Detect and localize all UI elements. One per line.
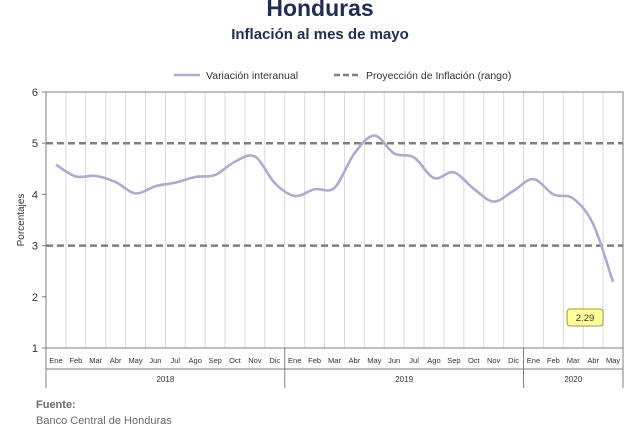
- callout-value: 2.29: [576, 313, 595, 324]
- x-tick-label: Feb: [547, 356, 560, 365]
- x-tick-label: Mar: [89, 356, 102, 365]
- x-tick-label: May: [606, 356, 620, 365]
- x-tick-labels: Ene Feb Mar Abr May Jun Jul Ago Sep Oct Nov Dic Ene F…: [49, 356, 620, 365]
- value-callout: 2.29: [567, 309, 603, 326]
- x-tick-label: Mar: [328, 356, 341, 365]
- y-axis-label: Porcentajes: [16, 194, 27, 247]
- x-tick-label: Ene: [49, 356, 62, 365]
- x-tick-label: Nov: [487, 356, 501, 365]
- x-tick-label: Jun: [388, 356, 400, 365]
- y-tick-label: 6: [32, 87, 38, 99]
- x-tick-label: Abr: [110, 356, 122, 365]
- x-tick-label: Dic: [508, 356, 519, 365]
- x-tick-label: Feb: [69, 356, 82, 365]
- x-tick-label: Mar: [567, 356, 580, 365]
- series-path-variacion: [56, 136, 613, 282]
- year-label: 2019: [395, 375, 413, 384]
- source-label: Fuente:: [36, 399, 76, 411]
- x-tick-label: Ago: [189, 356, 202, 365]
- x-tick-label: May: [128, 356, 142, 365]
- x-tick-label: Sep: [447, 356, 460, 365]
- x-tick-label: Nov: [248, 356, 262, 365]
- year-labels: 2018 2019 2020: [46, 348, 623, 388]
- x-tick-label: Ene: [288, 356, 301, 365]
- y-tick-label: 5: [32, 138, 38, 150]
- year-label: 2018: [156, 375, 174, 384]
- chart-subtitle: Inflación al mes de mayo: [0, 26, 640, 43]
- x-tick-label: Abr: [587, 356, 599, 365]
- grid-lines: [66, 92, 603, 348]
- x-tick-label: Abr: [349, 356, 361, 365]
- projection-band: [46, 143, 623, 245]
- x-tick-label: Oct: [229, 356, 242, 365]
- y-tick-label: 3: [32, 241, 38, 253]
- y-tick-label: 1: [32, 343, 38, 355]
- x-tick-label: Jun: [149, 356, 161, 365]
- plot-frame: [46, 92, 623, 348]
- x-tick-label: Jul: [409, 356, 419, 365]
- source-text: Banco Central de Honduras: [36, 415, 172, 427]
- axes: [46, 92, 623, 348]
- chart-title: Honduras: [0, 0, 640, 22]
- x-tick-label: Feb: [308, 356, 321, 365]
- y-tick-label: 4: [32, 189, 38, 201]
- x-tick-label: Ene: [527, 356, 540, 365]
- x-tick-label: May: [367, 356, 381, 365]
- x-tick-label: Sep: [208, 356, 221, 365]
- y-tick-labels: 1 2 3 4 5 6: [32, 87, 46, 355]
- year-label: 2020: [564, 375, 582, 384]
- series-line: [56, 136, 613, 282]
- y-tick-label: 2: [32, 292, 38, 304]
- legend-label-proyeccion: Proyección de Inflación (rango): [366, 70, 511, 82]
- legend-label-variacion: Variación interanual: [206, 70, 298, 82]
- x-tick-label: Oct: [468, 356, 481, 365]
- x-tick-label: Jul: [171, 356, 181, 365]
- legend: Variación interanual Proyección de Inflac…: [174, 70, 511, 82]
- inflation-chart: 1 2 3 4 5 6 Ene Feb Mar Abr May Jun Jul Ago Sep Oct Nov…: [0, 56, 640, 396]
- x-tick-label: Dic: [269, 356, 280, 365]
- x-tick-label: Ago: [427, 356, 440, 365]
